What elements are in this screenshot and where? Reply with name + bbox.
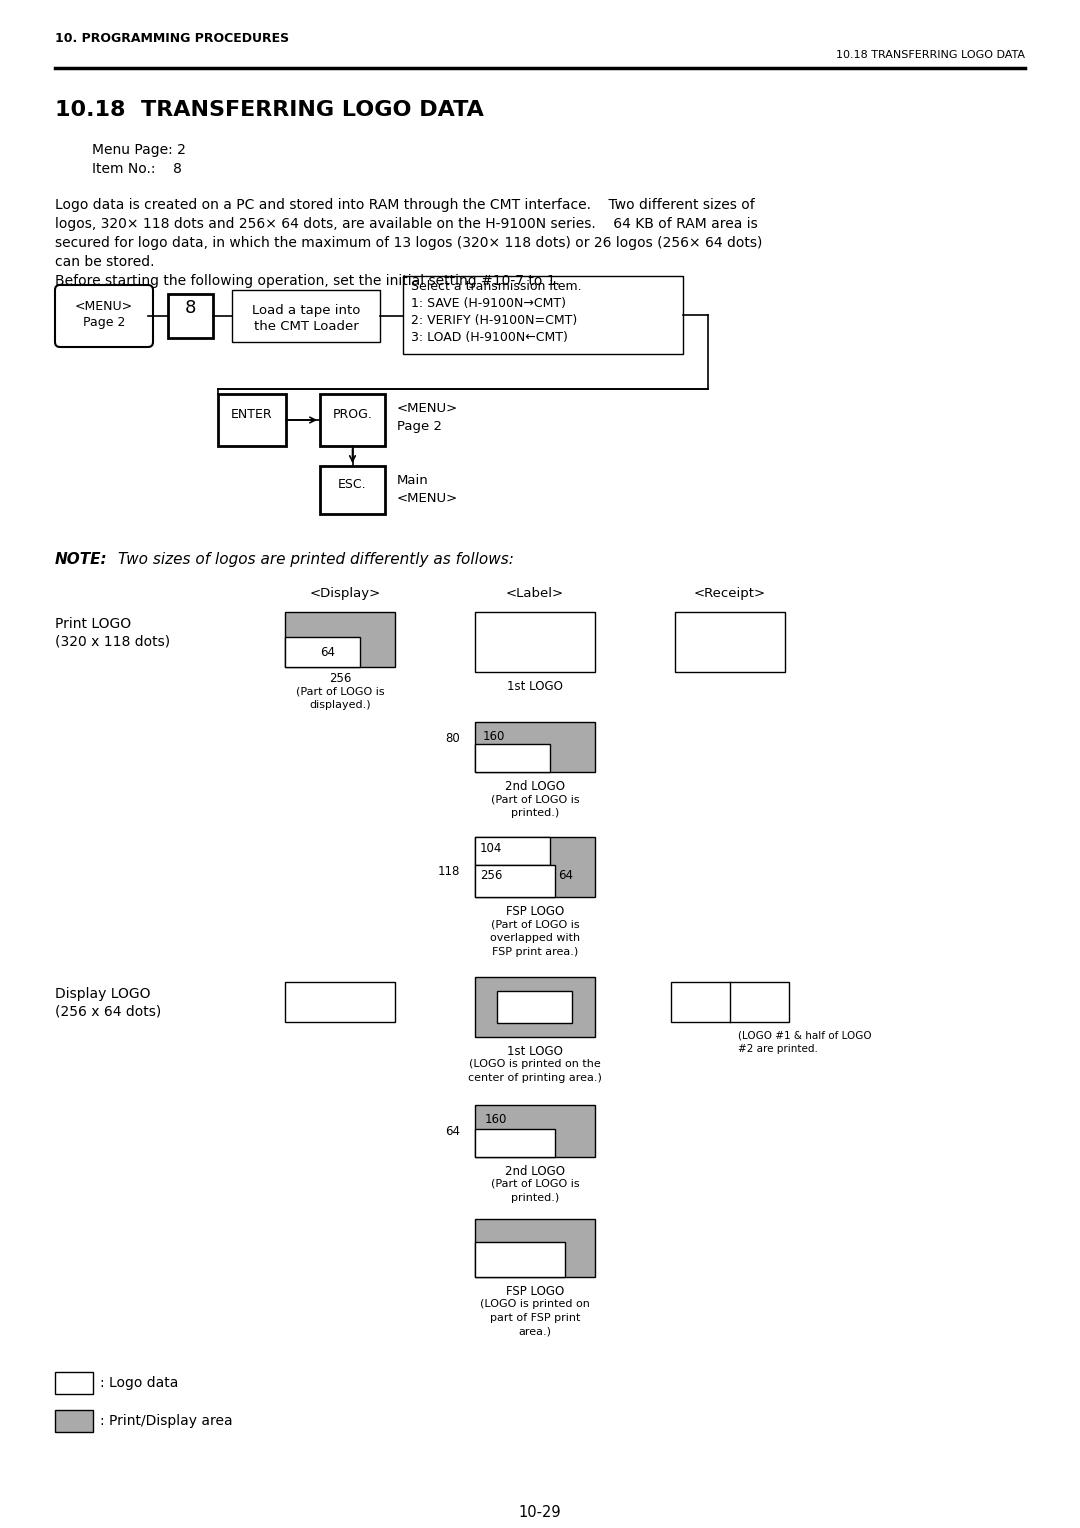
- Bar: [475, 1219, 595, 1277]
- Bar: [475, 613, 595, 672]
- Text: 2: VERIFY (H-9100N=CMT): 2: VERIFY (H-9100N=CMT): [411, 313, 577, 327]
- Text: : Print/Display area: : Print/Display area: [100, 1413, 232, 1429]
- Text: 64: 64: [558, 869, 573, 882]
- Text: (256 x 64 dots): (256 x 64 dots): [55, 1004, 161, 1018]
- Text: Display LOGO: Display LOGO: [55, 987, 150, 1001]
- Text: 64: 64: [445, 1125, 460, 1138]
- Text: 10.18  TRANSFERRING LOGO DATA: 10.18 TRANSFERRING LOGO DATA: [55, 99, 484, 121]
- Text: <Receipt>: <Receipt>: [694, 587, 766, 601]
- Bar: [285, 637, 360, 668]
- Text: 8: 8: [185, 299, 197, 316]
- Text: (LOGO is printed on: (LOGO is printed on: [481, 1299, 590, 1309]
- Text: Two sizes of logos are printed differently as follows:: Two sizes of logos are printed different…: [118, 552, 514, 567]
- Text: ENTER: ENTER: [231, 408, 273, 420]
- Bar: [55, 1372, 93, 1394]
- Text: NOTE:: NOTE:: [55, 552, 108, 567]
- Text: Print LOGO: Print LOGO: [55, 617, 131, 631]
- Text: 256: 256: [480, 869, 502, 882]
- Text: part of FSP print: part of FSP print: [490, 1313, 580, 1323]
- Text: 10-29: 10-29: [518, 1505, 562, 1520]
- Text: 2nd LOGO: 2nd LOGO: [505, 1164, 565, 1178]
- Text: Menu Page: 2: Menu Page: 2: [92, 144, 186, 157]
- Text: 64: 64: [320, 645, 335, 659]
- Bar: [218, 394, 286, 446]
- Bar: [497, 992, 572, 1024]
- Bar: [671, 983, 789, 1022]
- Bar: [475, 837, 550, 865]
- Text: 2nd LOGO: 2nd LOGO: [505, 779, 565, 793]
- Text: ESC.: ESC.: [338, 478, 367, 490]
- Text: Page 2: Page 2: [83, 316, 125, 329]
- Text: Load a tape into: Load a tape into: [252, 304, 361, 316]
- Text: Before starting the following operation, set the initial setting #10-7 to 1.: Before starting the following operation,…: [55, 274, 561, 287]
- Text: center of printing area.): center of printing area.): [468, 1073, 602, 1083]
- Text: 10.18 TRANSFERRING LOGO DATA: 10.18 TRANSFERRING LOGO DATA: [836, 50, 1025, 60]
- Text: (Part of LOGO is: (Part of LOGO is: [490, 1180, 579, 1189]
- Bar: [475, 723, 595, 772]
- Text: printed.): printed.): [511, 1193, 559, 1203]
- Bar: [320, 394, 384, 446]
- Text: 10. PROGRAMMING PROCEDURES: 10. PROGRAMMING PROCEDURES: [55, 32, 289, 44]
- Text: (LOGO is printed on the: (LOGO is printed on the: [469, 1059, 600, 1070]
- Bar: [475, 865, 555, 897]
- Text: PROG.: PROG.: [333, 408, 373, 420]
- Bar: [403, 277, 683, 354]
- Bar: [475, 976, 595, 1038]
- Text: Page 2: Page 2: [397, 420, 442, 432]
- Text: logos, 320× 118 dots and 256× 64 dots, are available on the H-9100N series.    6: logos, 320× 118 dots and 256× 64 dots, a…: [55, 217, 758, 231]
- Bar: [320, 466, 384, 513]
- Text: 1st LOGO: 1st LOGO: [508, 680, 563, 694]
- Text: Logo data is created on a PC and stored into RAM through the CMT interface.    T: Logo data is created on a PC and stored …: [55, 199, 755, 212]
- Text: the CMT Loader: the CMT Loader: [254, 319, 359, 333]
- Bar: [675, 613, 785, 672]
- FancyBboxPatch shape: [55, 286, 153, 347]
- Text: <MENU>: <MENU>: [397, 492, 458, 504]
- Text: (Part of LOGO is: (Part of LOGO is: [296, 686, 384, 695]
- Bar: [475, 1105, 595, 1157]
- Text: 118: 118: [437, 865, 460, 879]
- Text: #2 are printed.: #2 are printed.: [738, 1044, 818, 1054]
- Text: : Logo data: : Logo data: [100, 1377, 178, 1390]
- Bar: [475, 837, 595, 897]
- Text: displayed.): displayed.): [309, 700, 370, 711]
- Text: FSP print area.): FSP print area.): [491, 947, 578, 957]
- Text: FSP LOGO: FSP LOGO: [505, 1285, 564, 1297]
- Text: <Label>: <Label>: [505, 587, 564, 601]
- Bar: [475, 1129, 555, 1157]
- Text: 160: 160: [483, 730, 505, 743]
- Text: (LOGO #1 & half of LOGO: (LOGO #1 & half of LOGO: [738, 1030, 872, 1041]
- Text: (320 x 118 dots): (320 x 118 dots): [55, 634, 171, 648]
- Text: area.): area.): [518, 1326, 552, 1337]
- Text: 256: 256: [328, 672, 351, 685]
- Bar: [285, 983, 395, 1022]
- Bar: [475, 744, 550, 772]
- Text: secured for logo data, in which the maximum of 13 logos (320× 118 dots) or 26 lo: secured for logo data, in which the maxi…: [55, 235, 762, 251]
- Text: <Display>: <Display>: [309, 587, 380, 601]
- Text: 1st LOGO: 1st LOGO: [508, 1045, 563, 1057]
- Bar: [55, 1410, 93, 1432]
- Text: <MENU>: <MENU>: [75, 299, 133, 313]
- Text: <MENU>: <MENU>: [397, 402, 458, 416]
- Text: (Part of LOGO is: (Part of LOGO is: [490, 795, 579, 804]
- Text: 80: 80: [445, 732, 460, 746]
- Bar: [475, 1242, 565, 1277]
- Text: overlapped with: overlapped with: [490, 934, 580, 943]
- Bar: [168, 293, 213, 338]
- Text: 3: LOAD (H-9100N←CMT): 3: LOAD (H-9100N←CMT): [411, 332, 568, 344]
- Bar: [285, 613, 395, 668]
- Text: (Part of LOGO is: (Part of LOGO is: [490, 918, 579, 929]
- Text: Item No.:    8: Item No.: 8: [92, 162, 181, 176]
- Text: 160: 160: [485, 1112, 508, 1126]
- Text: Select a transmission item.: Select a transmission item.: [411, 280, 582, 293]
- Text: 1: SAVE (H-9100N→CMT): 1: SAVE (H-9100N→CMT): [411, 296, 566, 310]
- Text: FSP LOGO: FSP LOGO: [505, 905, 564, 918]
- Text: printed.): printed.): [511, 808, 559, 817]
- Text: Main: Main: [397, 474, 429, 487]
- Text: can be stored.: can be stored.: [55, 255, 154, 269]
- Text: 104: 104: [480, 842, 502, 856]
- Bar: [232, 290, 380, 342]
